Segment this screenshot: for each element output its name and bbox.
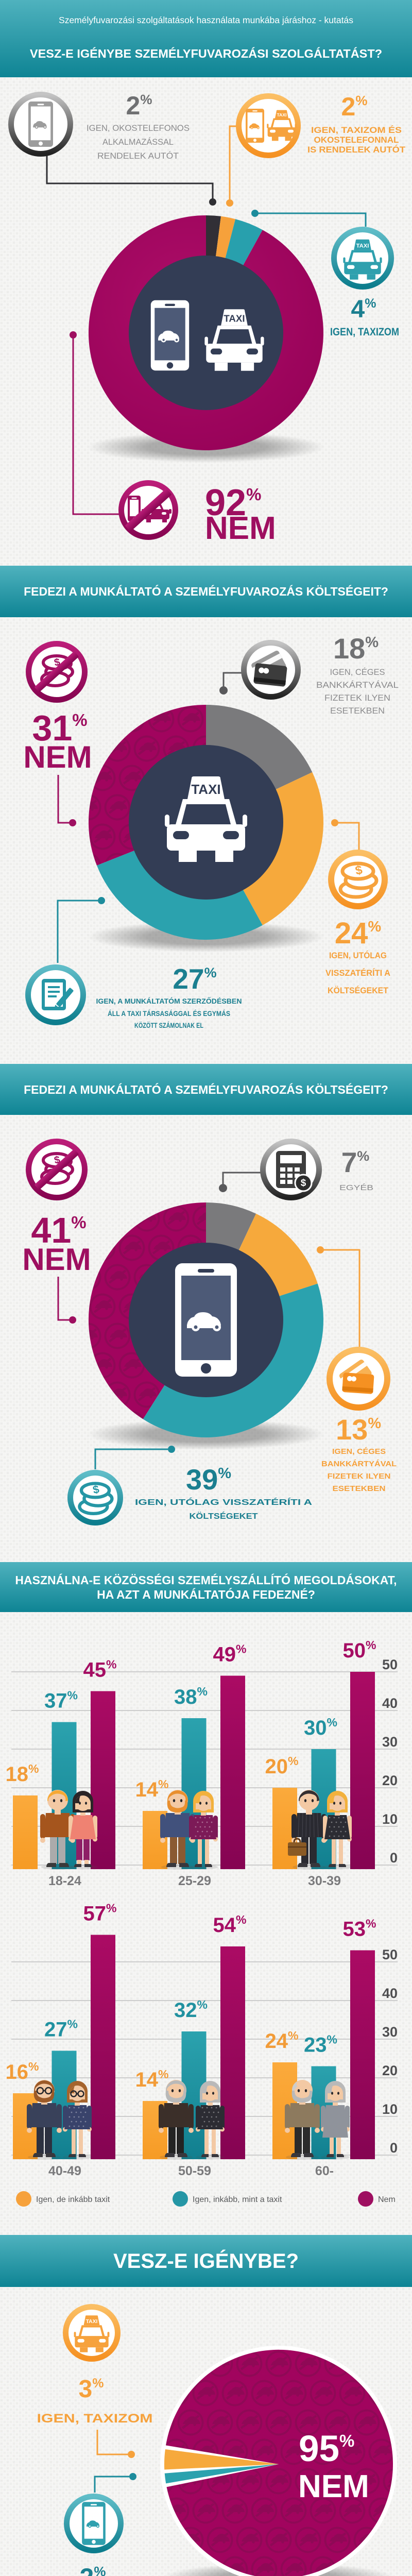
svg-text:3%: 3% (79, 2376, 104, 2403)
svg-text:ALKALMAZÁSSAL: ALKALMAZÁSSAL (102, 137, 174, 147)
svg-text:27%: 27% (173, 963, 216, 995)
svg-text:ÁLL A TAXI TÁRSASÁGGAL ÉS EGYM: ÁLL A TAXI TÁRSASÁGGAL ÉS EGYMÁS (108, 1009, 230, 1018)
svg-text:VESZ-E IGÉNYBE?: VESZ-E IGÉNYBE? (113, 2249, 299, 2273)
svg-text:NEM: NEM (298, 2469, 369, 2504)
svg-text:IGEN, A MUNKÁLTATÓM SZERZŐDÉSB: IGEN, A MUNKÁLTATÓM SZERZŐDÉSBEN (96, 996, 242, 1005)
svg-text:60-: 60- (315, 2164, 334, 2178)
svg-text:10: 10 (382, 1811, 398, 1827)
svg-text:ESETEKBEN: ESETEKBEN (333, 1484, 386, 1493)
svg-text:IS RENDELEK AUTÓT: IS RENDELEK AUTÓT (307, 145, 406, 155)
svg-text:TAXI: TAXI (277, 112, 286, 117)
svg-text:IGEN, TAXIZOM ÉS: IGEN, TAXIZOM ÉS (311, 125, 402, 135)
svg-text:NEM: NEM (23, 740, 92, 774)
svg-text:NEM: NEM (22, 1242, 91, 1277)
svg-text:KÖLTSÉGEKET: KÖLTSÉGEKET (328, 986, 388, 995)
svg-text:Nem: Nem (378, 2195, 396, 2204)
svg-text:$: $ (354, 863, 364, 878)
svg-text:FEDEZI A MUNKÁLTATÓ A SZEMÉLYF: FEDEZI A MUNKÁLTATÓ A SZEMÉLYFUVAROZÁS K… (24, 1082, 388, 1096)
svg-text:0: 0 (390, 2140, 398, 2156)
svg-text:IGEN, TAXIZOM: IGEN, TAXIZOM (37, 2412, 153, 2426)
svg-text:2%: 2% (341, 92, 368, 121)
svg-text:25-29: 25-29 (178, 1874, 211, 1888)
svg-text:KÖZÖTT SZÁMOLNAK EL: KÖZÖTT SZÁMOLNAK EL (134, 1021, 203, 1029)
svg-text:Igen, inkább, mint a taxit: Igen, inkább, mint a taxit (193, 2195, 282, 2204)
svg-text:EGYÉB: EGYÉB (339, 1183, 373, 1192)
svg-text:31%: 31% (32, 708, 87, 748)
svg-text:2%: 2% (126, 91, 152, 120)
svg-text:IGEN, CÉGES: IGEN, CÉGES (332, 1447, 386, 1456)
svg-text:20: 20 (382, 1773, 398, 1788)
svg-text:IGEN, UTÓLAG VISSZATÉRÍTI A: IGEN, UTÓLAG VISSZATÉRÍTI A (135, 1497, 313, 1507)
svg-text:50-59: 50-59 (178, 2164, 211, 2178)
svg-text:18-24: 18-24 (48, 1874, 81, 1888)
svg-text:IGEN, UTÓLAG: IGEN, UTÓLAG (329, 951, 387, 960)
svg-text:IGEN, TAXIZOM: IGEN, TAXIZOM (330, 326, 399, 338)
svg-text:TAXI: TAXI (191, 782, 220, 797)
svg-text:2%: 2% (80, 2563, 106, 2576)
svg-text:50: 50 (382, 1657, 398, 1672)
svg-text:KÖLTSÉGEKET: KÖLTSÉGEKET (190, 1511, 258, 1521)
svg-text:BANKKÁRTYÁVAL: BANKKÁRTYÁVAL (321, 1460, 397, 1468)
svg-text:HA AZT A MUNKÁLTATÓJA FEDEZNÉ?: HA AZT A MUNKÁLTATÓJA FEDEZNÉ? (97, 1587, 315, 1601)
svg-text:30-39: 30-39 (308, 1874, 341, 1888)
svg-text:VESZ-E IGÉNYBE SZEMÉLYFUVAROZÁ: VESZ-E IGÉNYBE SZEMÉLYFUVAROZÁSI SZOLGÁL… (30, 46, 382, 60)
svg-text:14%: 14% (135, 2067, 169, 2091)
svg-text:TAXI: TAXI (356, 243, 369, 249)
svg-text:10: 10 (382, 2102, 398, 2117)
svg-text:RENDELEK AUTÓT: RENDELEK AUTÓT (97, 151, 179, 161)
svg-text:Igen, de inkább taxit: Igen, de inkább taxit (36, 2195, 110, 2204)
svg-text:TAXI: TAXI (224, 313, 245, 324)
svg-text:50: 50 (382, 1947, 398, 1962)
svg-text:ESETEKBEN: ESETEKBEN (330, 706, 385, 716)
svg-text:40: 40 (382, 1986, 398, 2001)
svg-text:30: 30 (382, 1734, 398, 1750)
svg-text:40-49: 40-49 (48, 2164, 81, 2178)
svg-text:BANKKÁRTYÁVAL: BANKKÁRTYÁVAL (316, 680, 399, 690)
svg-text:$: $ (301, 1178, 306, 1189)
svg-text:20%: 20% (265, 1754, 299, 1778)
svg-text:TAXI: TAXI (86, 2319, 98, 2325)
svg-text:$: $ (92, 1482, 100, 1496)
svg-text:FIZETEK ILYEN: FIZETEK ILYEN (324, 693, 390, 703)
svg-text:40: 40 (382, 1696, 398, 1711)
svg-text:FEDEZI A MUNKÁLTATÓ A SZEMÉLYF: FEDEZI A MUNKÁLTATÓ A SZEMÉLYFUVAROZÁS K… (24, 584, 388, 598)
svg-text:NEM: NEM (205, 511, 276, 546)
svg-text:Személyfuvarozási szolgáltatás: Személyfuvarozási szolgáltatások használ… (59, 15, 353, 25)
svg-text:20: 20 (382, 2063, 398, 2078)
svg-text:VISSZATÉRÍTI A: VISSZATÉRÍTI A (325, 968, 390, 978)
svg-text:HASZNÁLNA-E KÖZÖSSÉGI SZEMÉLYS: HASZNÁLNA-E KÖZÖSSÉGI SZEMÉLYSZÁLLÍTÓ ME… (15, 1573, 397, 1587)
svg-text:IGEN, OKOSTELEFONOS: IGEN, OKOSTELEFONOS (87, 123, 190, 133)
svg-text:24%: 24% (265, 2029, 299, 2053)
svg-text:30: 30 (382, 2024, 398, 2040)
svg-text:0: 0 (390, 1850, 398, 1866)
svg-text:50%: 50% (343, 1638, 376, 1662)
svg-text:IGEN, CÉGES: IGEN, CÉGES (330, 667, 385, 677)
svg-text:OKOSTELEFONNAL: OKOSTELEFONNAL (314, 135, 399, 145)
svg-text:FIZETEK ILYEN: FIZETEK ILYEN (328, 1472, 391, 1481)
